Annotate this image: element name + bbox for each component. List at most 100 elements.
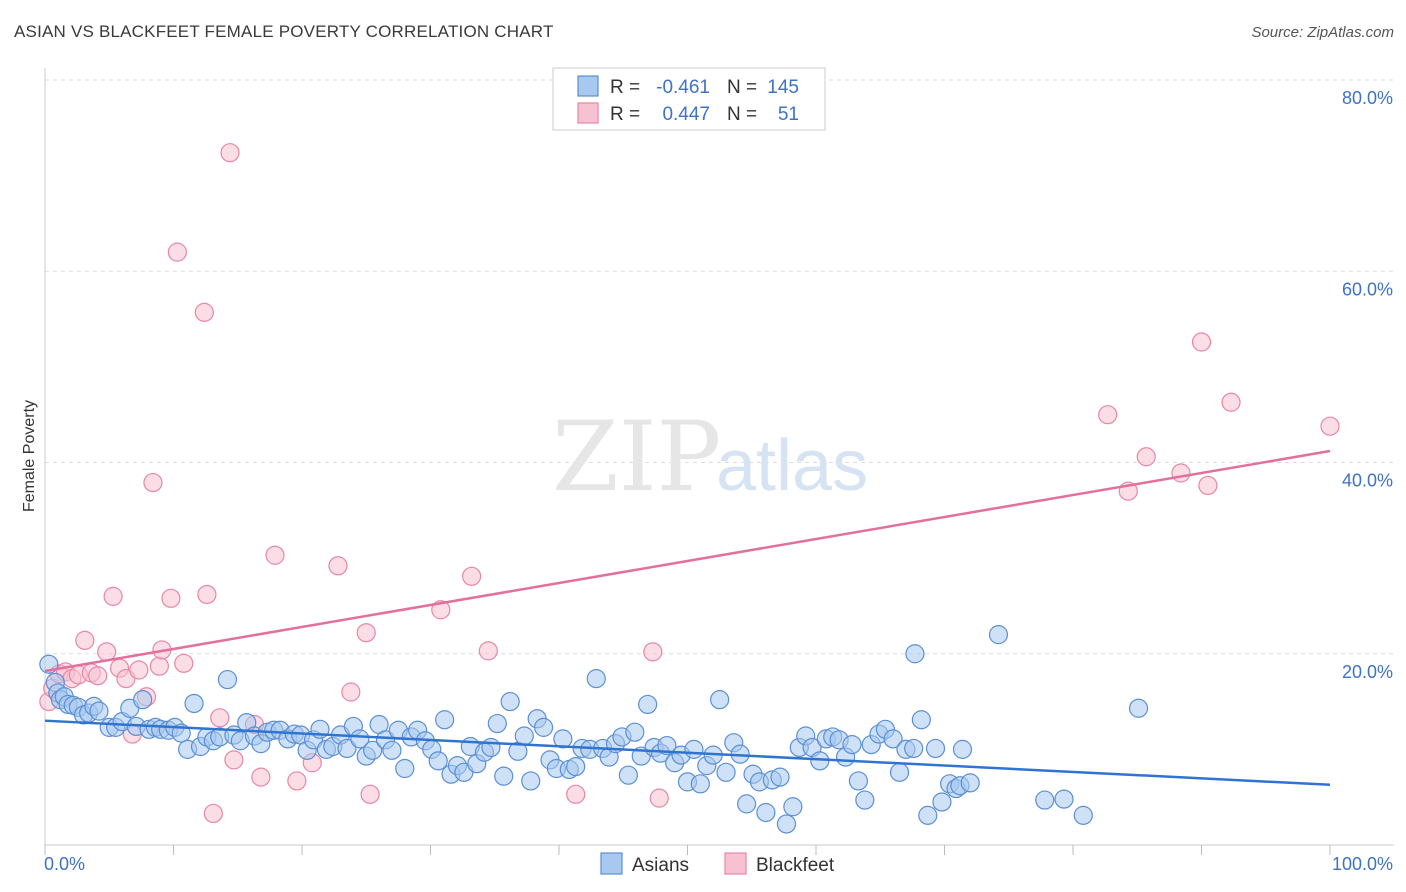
asians-point [925, 738, 946, 759]
asians-point [217, 669, 238, 690]
asians-point [855, 790, 875, 810]
legend-n-value-blackfeet: 51 [778, 104, 799, 125]
asians-point [932, 792, 952, 812]
asians-point [428, 751, 448, 771]
blackfeet-point [356, 623, 376, 643]
chart-title: ASIAN VS BLACKFEET FEMALE POVERTY CORREL… [14, 22, 554, 41]
asians-point [904, 738, 924, 759]
legend-r-label-blackfeet: R = [610, 104, 640, 125]
blackfeet-point [643, 642, 663, 662]
asians-point [783, 797, 803, 817]
asians-point [494, 766, 514, 786]
grid-lines [45, 79, 1394, 655]
blackfeet-point [203, 803, 223, 824]
blackfeet-point [341, 682, 361, 702]
blackfeet-point [1320, 416, 1340, 436]
blackfeet-point [1098, 405, 1118, 425]
asians-point [1073, 805, 1093, 825]
blackfeet-point [265, 545, 285, 565]
blackfeet-point [174, 653, 194, 673]
asians-point [684, 739, 704, 759]
blackfeet-point [478, 641, 498, 661]
blackfeet-point [431, 600, 451, 620]
blackfeet-point [161, 588, 181, 608]
legend-r-value-asians: -0.461 [656, 77, 710, 98]
y-tick-label: 20.0% [1342, 662, 1393, 682]
correlation-legend: R = -0.461 N = 145 R = 0.447 N = 51 [552, 67, 826, 131]
asians-point [481, 737, 501, 758]
watermark-atlas: atlas [716, 426, 868, 506]
blackfeet-point [220, 143, 240, 163]
blackfeet-point [328, 556, 348, 576]
legend-r-label-asians: R = [610, 77, 640, 98]
asians-point [618, 765, 638, 785]
y-tick-label: 60.0% [1342, 279, 1393, 299]
blackfeet-point [143, 472, 163, 493]
blackfeet-point [75, 630, 95, 650]
asians-point [1035, 790, 1055, 810]
asians-point [737, 794, 757, 814]
asians-point [625, 722, 645, 742]
bottom-legend-swatch-blackfeet [724, 852, 747, 875]
legend-r-value-blackfeet: 0.447 [662, 104, 710, 125]
source-label: Source: ZipAtlas.com [1251, 24, 1394, 41]
asians-point [586, 669, 606, 689]
legend-n-label-asians: N = [727, 77, 757, 98]
asians-point [487, 713, 507, 734]
legend-swatch-blackfeet [577, 102, 599, 124]
blackfeet-point [1171, 463, 1191, 483]
blackfeet-point [197, 584, 217, 605]
blackfeet-point [103, 586, 123, 606]
asians-point [905, 644, 925, 664]
asians-point [960, 773, 980, 793]
asians-point [1128, 698, 1149, 718]
blackfeet-point [1221, 392, 1241, 412]
series-legend: Asians Blackfeet [600, 852, 835, 876]
asians-point [848, 771, 869, 791]
asians-point [514, 726, 534, 746]
asians-point [133, 690, 153, 710]
blackfeet-trend-line [44, 449, 1331, 673]
y-tick-label: 40.0% [1342, 471, 1393, 491]
asians-point [184, 693, 204, 714]
asians-point [553, 729, 573, 749]
asians-point [710, 690, 730, 710]
asians-point [889, 762, 910, 782]
asians-point [756, 802, 776, 823]
asians-point [883, 729, 903, 749]
x-tick-labels: 0.0% 100.0% [44, 854, 1393, 874]
blackfeet-point [1191, 332, 1212, 352]
blackfeet-point [1136, 447, 1156, 467]
asians-point [521, 771, 541, 791]
axes [44, 68, 1394, 855]
y-tick-label: 80.0% [1342, 88, 1393, 108]
asians-point [1054, 789, 1074, 809]
blackfeet-point [167, 242, 187, 262]
blackfeet-point [1198, 475, 1218, 496]
bottom-legend-blackfeet: Blackfeet [756, 855, 835, 876]
blackfeet-point [360, 784, 380, 804]
asians-point [435, 710, 455, 730]
asians-point [395, 758, 415, 779]
asians-point [89, 701, 109, 721]
asians-point [776, 814, 797, 834]
asians-point [952, 739, 973, 759]
blackfeet-point [649, 788, 669, 808]
blackfeet-point [149, 656, 169, 676]
y-axis-label: Female Poverty [21, 400, 38, 512]
asians-point [363, 740, 383, 760]
blackfeet-point [194, 302, 214, 322]
asians-point [638, 694, 658, 715]
blackfeet-point [129, 660, 149, 680]
series-asians [39, 625, 1149, 834]
legend-n-value-asians: 145 [767, 77, 799, 98]
asians-point [911, 710, 931, 730]
asians-point [842, 734, 862, 755]
blackfeet-point [566, 784, 586, 804]
blackfeet-point [251, 767, 271, 787]
asians-trend-line [44, 719, 1331, 787]
legend-swatch-asians [577, 75, 599, 97]
asians-point [657, 735, 677, 756]
asians-point [350, 729, 370, 749]
